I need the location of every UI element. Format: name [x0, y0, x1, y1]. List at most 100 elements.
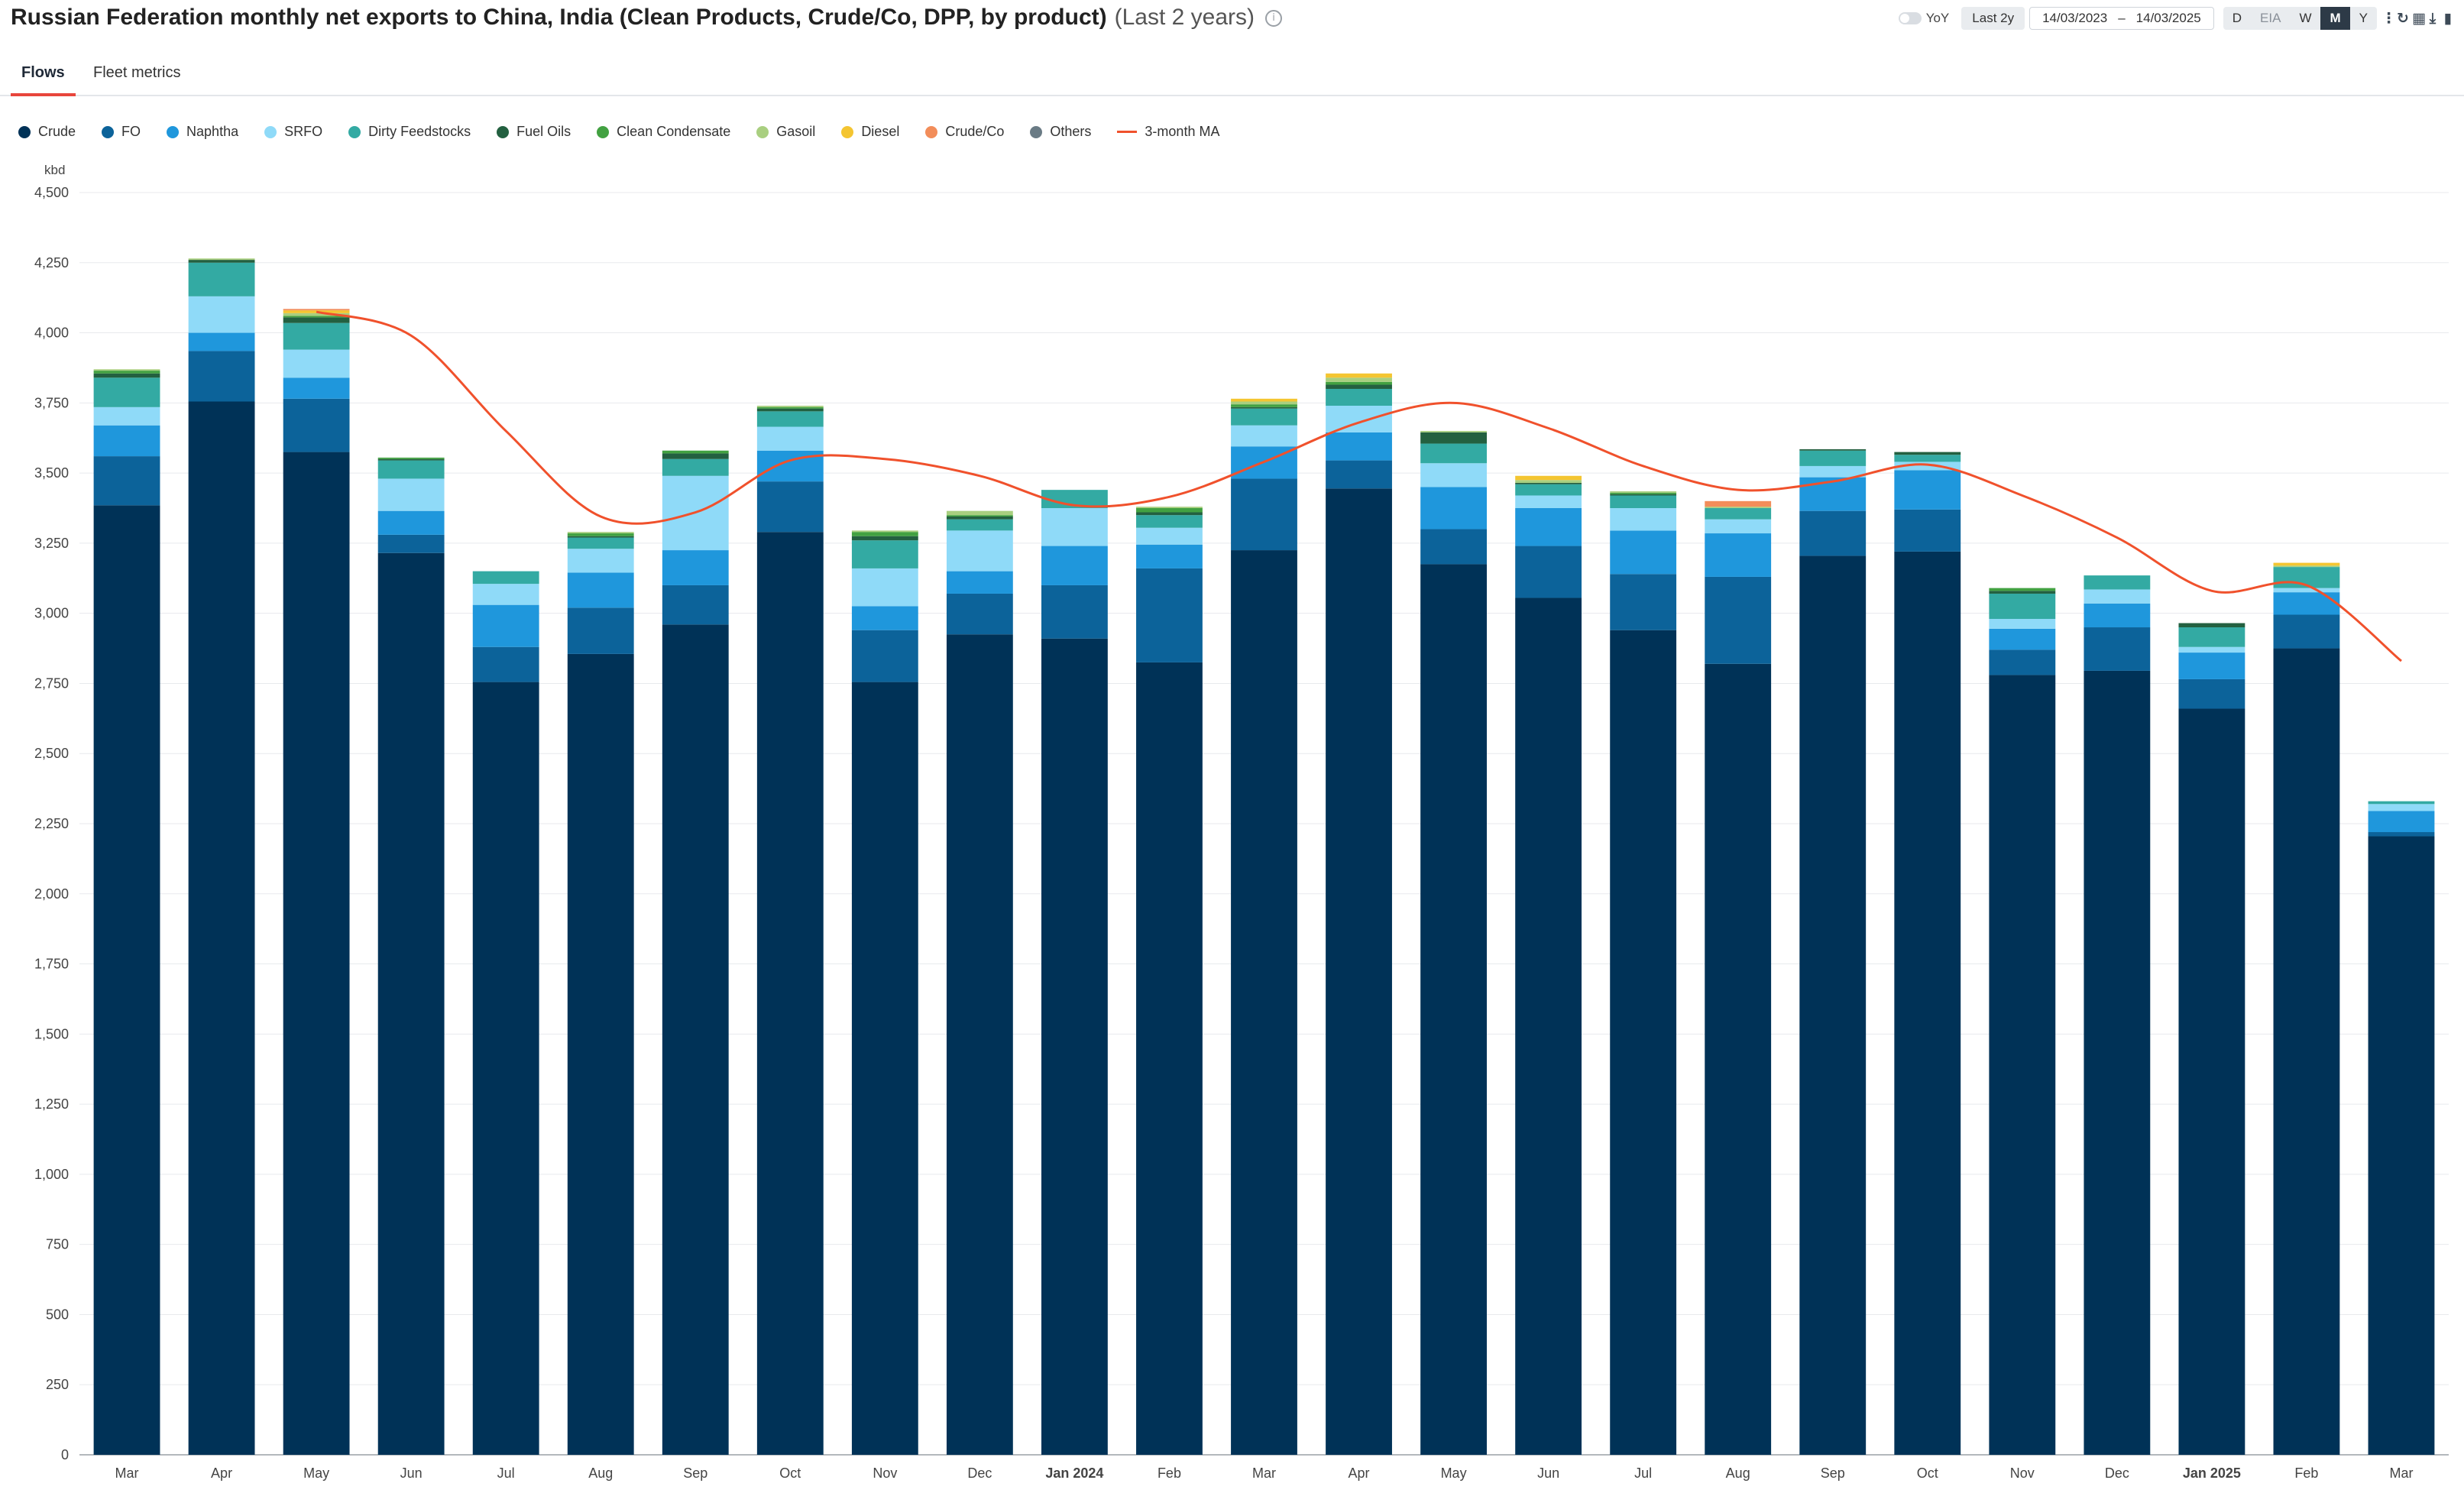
legend-label: Fuel Oils [516, 124, 571, 139]
range-button[interactable]: Last 2y [1961, 7, 2025, 30]
bar-segment-fo [1326, 460, 1392, 489]
chart-subtitle: (Last 2 years) [1114, 5, 1255, 30]
bar-segment-fuel-oils [756, 408, 824, 412]
bar-segment-fo [946, 593, 1013, 635]
bar-segment-dirty-feedstocks [93, 377, 160, 407]
legend-label: Clean Condensate [617, 124, 731, 139]
legend-item-fuel-oils[interactable]: Fuel Oils [497, 124, 571, 140]
bar-segment-srfo [1705, 519, 1772, 534]
freq-d-button[interactable]: D [2232, 11, 2242, 25]
bar-segment-srfo [1041, 508, 1108, 546]
legend-item-diesel[interactable]: Diesel [841, 124, 899, 140]
x-tick-label: Dec [2105, 1465, 2129, 1481]
bar-segment-fuel-oils [283, 317, 350, 323]
frequency-selector: D EIA W M Y [2223, 7, 2377, 30]
bar-segment-gasoil [2273, 565, 2340, 568]
tab-fleet-metrics[interactable]: Fleet metrics [93, 64, 181, 81]
x-tick-label: Nov [873, 1465, 897, 1481]
bar-segment-dirty-feedstocks [1515, 484, 1582, 496]
bar-segment-fo [472, 646, 539, 682]
legend-item-fo[interactable]: FO [102, 124, 141, 140]
bar-segment-srfo [1894, 462, 1961, 471]
bar-segment-dirty-feedstocks [1799, 450, 1867, 466]
bar-segment-naphtha [1136, 544, 1203, 568]
legend-item-dirty-feedstocks[interactable]: Dirty Feedstocks [348, 124, 471, 140]
bar-segment-naphtha [851, 606, 918, 630]
bar-segment-gasoil [1420, 431, 1487, 432]
bar-segment-fo [1420, 529, 1487, 565]
x-tick-label: Dec [967, 1465, 992, 1481]
bar-segment-dirty-feedstocks [567, 537, 634, 549]
grid-icon[interactable]: ▦ [2412, 10, 2426, 27]
x-tick-label: May [303, 1465, 329, 1481]
bar-segment-srfo [2368, 804, 2435, 811]
bar-segment-fuel-oils [93, 373, 160, 378]
bookmark-icon[interactable]: ▮ [2443, 10, 2453, 27]
bar-segment-crude [851, 682, 918, 1455]
date-from[interactable]: 14/03/2023 [2042, 11, 2108, 25]
legend-item-gasoil[interactable]: Gasoil [756, 124, 815, 140]
bar-segment-dirty-feedstocks [1231, 408, 1297, 426]
yoy-toggle[interactable] [1898, 12, 1922, 24]
bar-segment-dirty-feedstocks [851, 540, 918, 568]
bar-segment-fo [851, 630, 918, 682]
bar-segment-naphtha [2178, 653, 2245, 679]
bar-segment-srfo [567, 549, 634, 573]
legend-label: SRFO [284, 124, 323, 139]
legend-swatch [167, 125, 180, 138]
bar-segment-naphtha [1326, 432, 1392, 461]
legend-swatch [18, 125, 31, 138]
tab-flows[interactable]: Flows [11, 64, 76, 96]
bar-segment-diesel [2273, 562, 2340, 566]
legend-swatch [264, 125, 277, 138]
bar-segment-fo [377, 534, 445, 553]
bar-segment-crude [662, 624, 729, 1456]
more-vertical-icon[interactable]: ⋮ [2381, 10, 2396, 27]
bar-segment-naphtha [1420, 487, 1487, 530]
date-range-picker[interactable]: 14/03/2023 – 14/03/2025 [2029, 7, 2214, 30]
x-tick-label: Jan 2025 [2183, 1465, 2241, 1481]
bar-segment-srfo [377, 478, 445, 511]
bar-segment-naphtha [93, 425, 160, 457]
legend-item-srfo[interactable]: SRFO [264, 124, 322, 140]
freq-m-button[interactable]: M [2320, 7, 2350, 30]
freq-eia-button[interactable]: EIA [2260, 11, 2281, 25]
bar-segment-srfo [1610, 508, 1677, 531]
x-tick-label: Oct [779, 1465, 801, 1481]
refresh-icon[interactable]: ↻ [2397, 10, 2409, 27]
freq-y-button[interactable]: Y [2359, 11, 2368, 25]
bar-segment-gasoil [93, 369, 160, 371]
bar-segment-fo [2368, 832, 2435, 837]
bar-segment-fuel-oils [1136, 512, 1203, 516]
legend-item-naphtha[interactable]: Naphtha [167, 124, 238, 140]
bar-segment-gasoil [756, 406, 824, 407]
legend-item-crude-co[interactable]: Crude/Co [925, 124, 1004, 140]
x-tick-label: Apr [211, 1465, 232, 1481]
x-tick-label: Aug [588, 1465, 613, 1481]
bar-segment-fo [1705, 576, 1772, 664]
bar-segment-fuel-oils [851, 536, 918, 541]
legend-item-crude[interactable]: Crude [18, 124, 76, 140]
legend-item-3-month-ma[interactable]: 3-month MA [1117, 124, 1219, 140]
bar-segment-dirty-feedstocks [1705, 508, 1772, 520]
bar-segment-naphtha [2368, 811, 2435, 833]
bar-segment-fo [188, 351, 255, 402]
bar-segment-fuel-oils [567, 536, 634, 538]
y-tick-label: 3,250 [34, 536, 69, 551]
legend-item-clean-condensate[interactable]: Clean Condensate [597, 124, 730, 140]
download-icon[interactable]: ⤓ [2429, 10, 2436, 27]
bar-segment-fo [1989, 649, 2056, 675]
y-tick-label: 1,750 [34, 957, 69, 972]
chart-legend: Crude FO Naphtha SRFO Dirty Feedstocks Fuel O… [18, 124, 1219, 140]
bar-segment-fo [2084, 627, 2151, 671]
legend-item-others[interactable]: Others [1030, 124, 1091, 140]
x-tick-label: Aug [1726, 1465, 1750, 1481]
info-icon[interactable]: i [1265, 10, 1283, 28]
y-tick-label: 3,500 [34, 465, 69, 481]
bar-segment-fuel-oils [1420, 432, 1487, 444]
bar-segment-srfo [2084, 589, 2151, 604]
bar-segment-fo [1515, 546, 1582, 598]
freq-w-button[interactable]: W [2299, 11, 2312, 25]
date-to[interactable]: 14/03/2025 [2135, 11, 2201, 25]
bar-segment-clean-condensate [662, 450, 729, 454]
